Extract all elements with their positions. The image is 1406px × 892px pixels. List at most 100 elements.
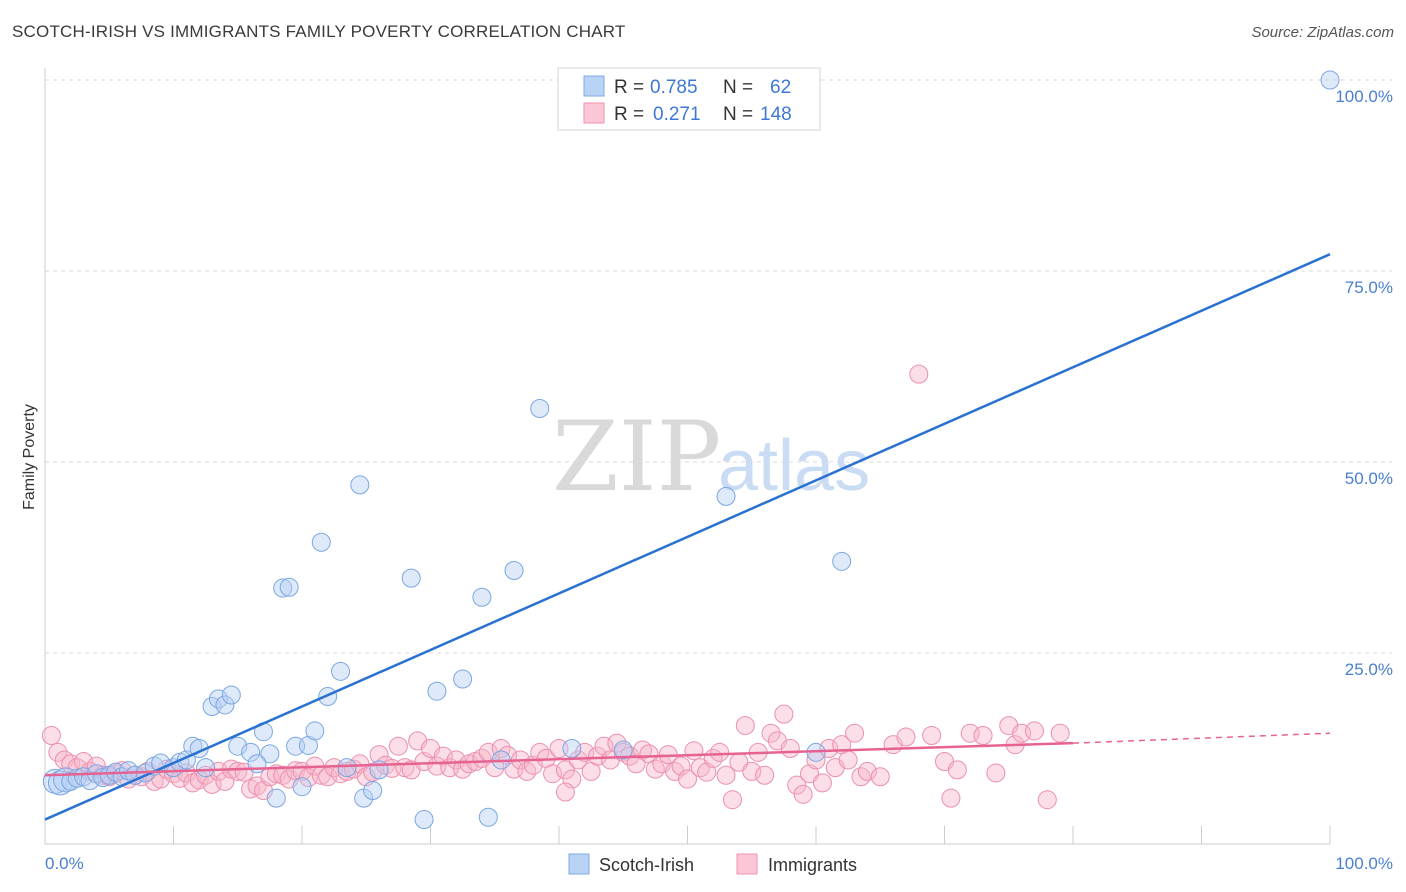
immigrants-point-120 (812, 773, 832, 793)
immigrants-point-124 (838, 750, 858, 770)
scotch-point-59 (1320, 70, 1340, 90)
immigrants-point-99 (678, 769, 697, 789)
immigrants-point-29 (228, 761, 248, 781)
immigrants-point-85 (588, 746, 608, 766)
scotch-point-43 (363, 781, 383, 801)
trend-lines (44, 253, 1331, 821)
immigrants-point-111 (755, 765, 775, 785)
immigrants-point-130 (896, 727, 916, 747)
bottom-legend-label-immigrants: Immigrants (768, 855, 857, 875)
immigrants-point-114 (774, 704, 794, 724)
bottom-legend-swatch-scotch-irish (568, 853, 590, 875)
immigrants-point-0 (41, 726, 61, 746)
legend-n-label-2: N = (723, 104, 753, 125)
immigrants-point-1 (48, 742, 68, 762)
immigrants-point-135 (947, 760, 967, 780)
immigrants-point-80 (555, 760, 575, 780)
immigrants-point-143 (1037, 790, 1057, 810)
immigrants-point-27 (215, 771, 235, 791)
immigrants-point-108 (735, 716, 755, 736)
scotch-point-24 (215, 695, 235, 715)
scotch-point-46 (414, 810, 434, 830)
chart-title: SCOTCH-IRISH VS IMMIGRANTS FAMILY POVERT… (12, 22, 626, 41)
immigrants-point-137 (973, 726, 993, 746)
legend-r-value-2: 0.271 (653, 104, 701, 125)
y-tick-labels: 25.0% 50.0% 75.0% 100.0% (1335, 87, 1393, 679)
immigrants-trend-line (44, 741, 1074, 777)
scotch-irish-trend-line (44, 253, 1331, 821)
scotch-point-56 (716, 486, 736, 506)
immigrants-point-7 (86, 756, 106, 776)
x-tick-label-1: 100.0% (1335, 854, 1393, 873)
scotch-point-53 (530, 399, 550, 419)
y-tick-label-2: 75.0% (1345, 278, 1393, 297)
immigrants-point-127 (857, 761, 877, 781)
immigrants-point-43 (318, 767, 338, 787)
immigrants-point-5 (74, 751, 94, 771)
scotch-point-26 (228, 736, 248, 756)
immigrants-point-61 (433, 746, 453, 766)
scotch-point-49 (472, 587, 492, 607)
immigrants-point-131 (909, 364, 929, 384)
immigrants-point-128 (870, 767, 890, 787)
bottom-legend: Scotch-Irish Immigrants (568, 853, 857, 875)
legend-n-value-1: 62 (770, 77, 791, 98)
watermark-zip: ZIP (552, 401, 721, 513)
immigrants-point-125 (845, 723, 865, 743)
scotch-point-58 (832, 551, 852, 571)
bottom-legend-label-scotch-irish: Scotch-Irish (599, 855, 694, 875)
immigrants-point-63 (446, 750, 466, 770)
source-label: Source: ZipAtlas.com (1251, 24, 1394, 41)
immigrants-point-105 (716, 765, 736, 785)
scotch-irish-points (42, 70, 1340, 830)
scotch-point-30 (266, 788, 286, 808)
x-tick-labels: 0.0% 100.0% (45, 854, 1393, 873)
legend-r-value-1: 0.785 (650, 77, 698, 98)
immigrants-point-134 (941, 788, 961, 808)
immigrants-point-106 (722, 790, 742, 810)
bottom-legend-swatch-immigrants (736, 853, 758, 875)
x-tick-label-0: 0.0% (45, 854, 84, 873)
legend-box: R = 0.785 N = 62 R = 0.271 N = 148 (557, 67, 821, 131)
scotch-point-47 (427, 681, 447, 701)
scotch-point-50 (478, 807, 498, 827)
immigrants-point-78 (543, 764, 563, 784)
immigrants-point-112 (761, 723, 781, 743)
immigrants-point-94 (645, 759, 665, 779)
immigrants-point-100 (684, 741, 704, 761)
scotch-point-25 (221, 685, 241, 705)
scotch-point-39 (331, 661, 351, 681)
immigrants-point-83 (575, 742, 595, 762)
scotch-point-35 (298, 735, 318, 755)
scotch-point-38 (318, 687, 338, 707)
immigrants-point-104 (710, 742, 730, 762)
immigrants-point-142 (1024, 721, 1044, 741)
immigrants-point-69 (485, 758, 505, 778)
immigrants-point-144 (1050, 723, 1070, 743)
immigrants-point-117 (793, 784, 813, 804)
scotch-point-31 (273, 578, 293, 598)
immigrants-point-109 (742, 761, 762, 781)
immigrants-trend-extension (1072, 732, 1331, 744)
immigrants-point-145 (555, 782, 575, 802)
watermark-atlas: atlas (718, 426, 870, 506)
legend-r-label-1: R = (614, 77, 644, 98)
immigrants-point-138 (986, 763, 1006, 783)
legend-r-label-2: R = (614, 104, 644, 125)
scotch-point-40 (337, 758, 357, 778)
scotch-point-37 (311, 532, 331, 552)
scotch-point-29 (260, 744, 280, 764)
scotch-point-48 (453, 669, 473, 689)
scotch-point-21 (196, 758, 216, 778)
y-tick-label-0: 25.0% (1345, 660, 1393, 679)
scotch-point-61 (247, 754, 267, 774)
legend-n-value-2: 148 (760, 104, 792, 125)
scotch-point-34 (292, 777, 312, 797)
y-tick-label-1: 50.0% (1345, 469, 1393, 488)
scotch-point-45 (401, 568, 421, 588)
scotch-point-41 (350, 475, 370, 495)
immigrants-point-126 (851, 767, 871, 787)
y-tick-label-3: 100.0% (1335, 87, 1393, 106)
scotch-point-27 (241, 742, 261, 762)
